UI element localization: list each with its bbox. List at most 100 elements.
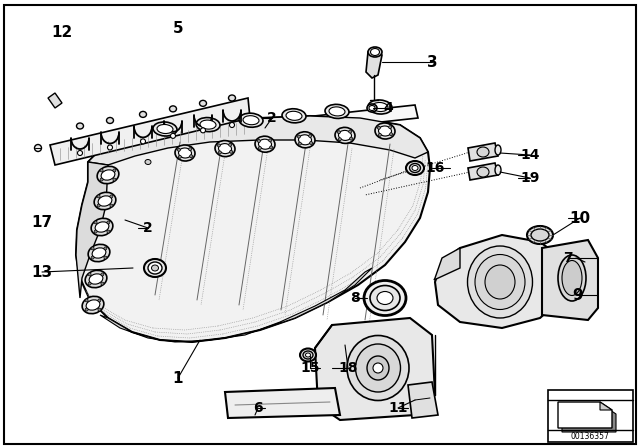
Ellipse shape (88, 273, 91, 276)
Ellipse shape (339, 130, 351, 140)
Ellipse shape (410, 164, 420, 172)
Ellipse shape (467, 246, 532, 318)
Ellipse shape (100, 178, 103, 181)
Ellipse shape (110, 195, 113, 198)
Polygon shape (76, 162, 108, 298)
Ellipse shape (228, 143, 232, 146)
Ellipse shape (347, 336, 409, 401)
Ellipse shape (388, 126, 392, 129)
Ellipse shape (98, 299, 101, 302)
Ellipse shape (286, 111, 302, 121)
Ellipse shape (269, 139, 271, 142)
Ellipse shape (255, 136, 275, 152)
Ellipse shape (475, 254, 525, 310)
Ellipse shape (329, 107, 345, 116)
Ellipse shape (95, 222, 109, 232)
Text: 19: 19 (520, 171, 540, 185)
Ellipse shape (558, 255, 586, 301)
Ellipse shape (390, 133, 392, 136)
Ellipse shape (91, 256, 94, 259)
Text: 3: 3 (427, 55, 437, 69)
Ellipse shape (218, 144, 232, 154)
Ellipse shape (378, 126, 380, 129)
Ellipse shape (305, 353, 310, 357)
Ellipse shape (170, 106, 177, 112)
Ellipse shape (98, 308, 101, 311)
Ellipse shape (108, 145, 113, 150)
Ellipse shape (177, 148, 180, 151)
Text: 00136357: 00136357 (571, 431, 609, 440)
Ellipse shape (104, 247, 107, 250)
Text: 2: 2 (143, 221, 153, 235)
Ellipse shape (110, 204, 113, 207)
Text: 9: 9 (573, 288, 583, 302)
Ellipse shape (97, 195, 100, 198)
Ellipse shape (230, 122, 234, 128)
Ellipse shape (196, 117, 220, 132)
Ellipse shape (106, 117, 113, 124)
Ellipse shape (141, 139, 145, 144)
Ellipse shape (375, 123, 395, 139)
Ellipse shape (282, 109, 306, 123)
Ellipse shape (257, 139, 260, 142)
Ellipse shape (377, 292, 393, 305)
Ellipse shape (218, 151, 221, 154)
Ellipse shape (152, 265, 159, 271)
Ellipse shape (310, 142, 312, 145)
Text: 12: 12 (51, 25, 72, 39)
Ellipse shape (82, 296, 104, 314)
Ellipse shape (295, 132, 315, 148)
Polygon shape (315, 318, 435, 420)
Ellipse shape (100, 169, 103, 172)
Ellipse shape (243, 116, 259, 125)
Polygon shape (140, 105, 418, 148)
Text: 17: 17 (31, 215, 52, 229)
Ellipse shape (300, 349, 316, 362)
Text: 4: 4 (383, 101, 393, 115)
Text: 7: 7 (563, 251, 573, 265)
Text: 11: 11 (388, 401, 408, 415)
Ellipse shape (367, 356, 389, 380)
Polygon shape (408, 382, 438, 418)
Ellipse shape (325, 104, 349, 118)
Text: 2: 2 (267, 111, 277, 125)
Text: 14: 14 (520, 148, 540, 162)
Text: 5: 5 (173, 21, 183, 35)
Ellipse shape (88, 244, 110, 262)
Ellipse shape (269, 146, 273, 149)
Ellipse shape (215, 141, 235, 157)
Ellipse shape (368, 100, 392, 114)
Polygon shape (558, 402, 612, 428)
Ellipse shape (228, 95, 236, 101)
Ellipse shape (355, 344, 401, 392)
Ellipse shape (265, 146, 271, 151)
Ellipse shape (92, 248, 106, 258)
Ellipse shape (308, 134, 312, 138)
Ellipse shape (185, 155, 191, 160)
Ellipse shape (179, 155, 181, 158)
Ellipse shape (86, 300, 100, 310)
Ellipse shape (335, 127, 355, 143)
Ellipse shape (385, 132, 391, 137)
Ellipse shape (349, 137, 353, 140)
Ellipse shape (179, 148, 191, 158)
Ellipse shape (200, 120, 216, 129)
Ellipse shape (527, 226, 553, 244)
Ellipse shape (337, 131, 340, 134)
Ellipse shape (107, 230, 110, 233)
Ellipse shape (373, 363, 383, 373)
Ellipse shape (218, 144, 220, 147)
Text: 18: 18 (339, 361, 358, 375)
Ellipse shape (97, 204, 100, 207)
Ellipse shape (85, 270, 107, 288)
Ellipse shape (94, 192, 116, 210)
Ellipse shape (200, 128, 205, 133)
Ellipse shape (339, 138, 341, 141)
Ellipse shape (85, 308, 88, 311)
Ellipse shape (225, 150, 231, 155)
Ellipse shape (170, 134, 175, 138)
Polygon shape (100, 268, 372, 342)
Ellipse shape (371, 48, 380, 56)
Ellipse shape (372, 103, 388, 112)
Ellipse shape (140, 112, 147, 117)
